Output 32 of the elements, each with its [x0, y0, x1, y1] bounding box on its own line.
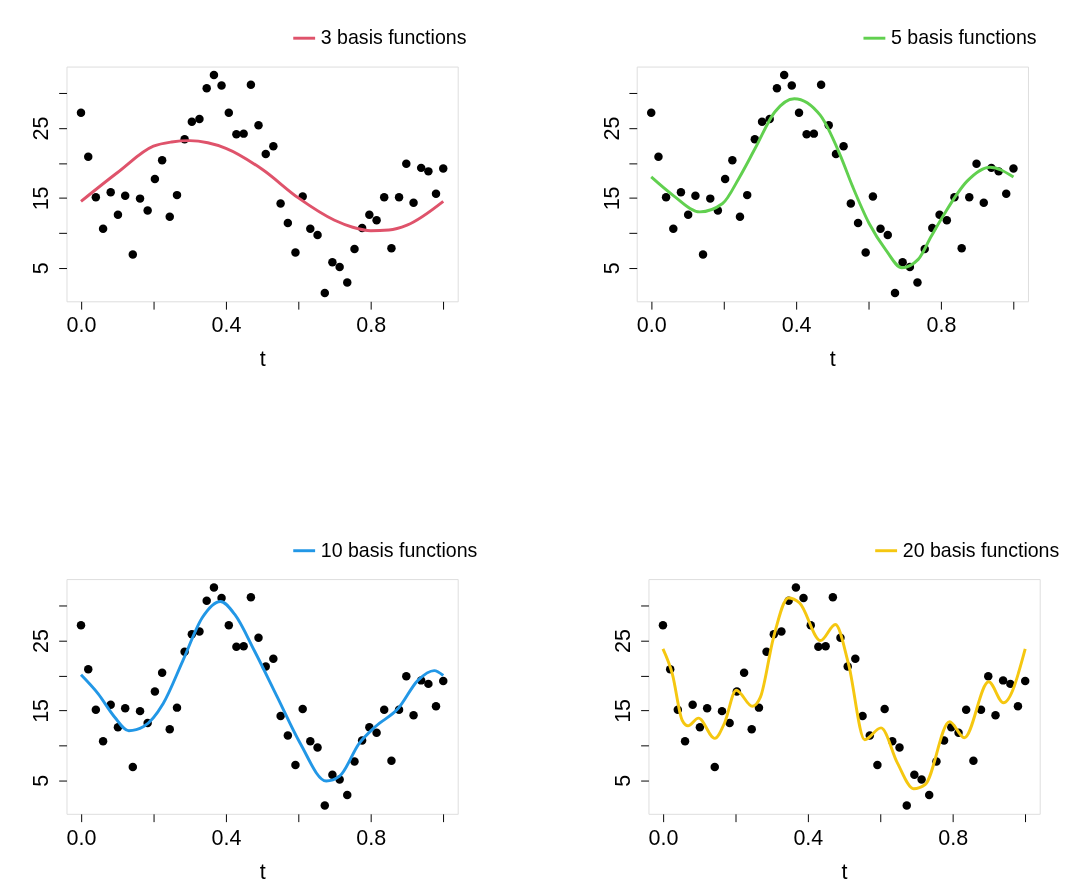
y-tick-label: 25: [29, 116, 54, 141]
x-axis-title: t: [841, 859, 848, 884]
x-axis-title: t: [259, 859, 266, 884]
x-tick-label: 0.4: [793, 825, 824, 850]
y-tick-label: 15: [599, 186, 624, 211]
y-tick-label: 15: [29, 698, 54, 723]
x-tick-label: 0.0: [636, 313, 667, 338]
x-tick-label: 0.8: [926, 313, 957, 338]
legend-label: 5 basis functions: [891, 26, 1037, 49]
x-axis-title: t: [829, 347, 836, 372]
x-tick-label: 0.8: [938, 825, 969, 850]
legend-label: 3 basis functions: [320, 26, 467, 49]
x-tick-label: 0.4: [211, 825, 242, 850]
y-tick-label: 25: [29, 629, 54, 654]
x-tick-label: 0.4: [211, 313, 242, 338]
legend-label: 10 basis functions: [320, 538, 478, 561]
y-tick-label: 25: [611, 629, 636, 654]
y-tick-label: 5: [29, 774, 54, 787]
x-tick-label: 0.4: [781, 313, 812, 338]
y-tick-label: 25: [599, 116, 624, 141]
y-tick-label: 5: [29, 262, 54, 275]
y-tick-label: 15: [29, 186, 54, 211]
x-tick-label: 0.8: [356, 825, 387, 850]
x-tick-label: 0.0: [648, 825, 679, 850]
y-tick-label: 5: [611, 774, 636, 787]
x-tick-label: 0.8: [356, 313, 387, 338]
x-tick-label: 0.0: [66, 825, 97, 850]
x-tick-label: 0.0: [66, 313, 97, 338]
y-tick-label: 15: [611, 698, 636, 723]
legend-label: 20 basis functions: [902, 538, 1060, 561]
x-axis-title: t: [259, 347, 266, 372]
y-tick-label: 5: [599, 262, 624, 275]
